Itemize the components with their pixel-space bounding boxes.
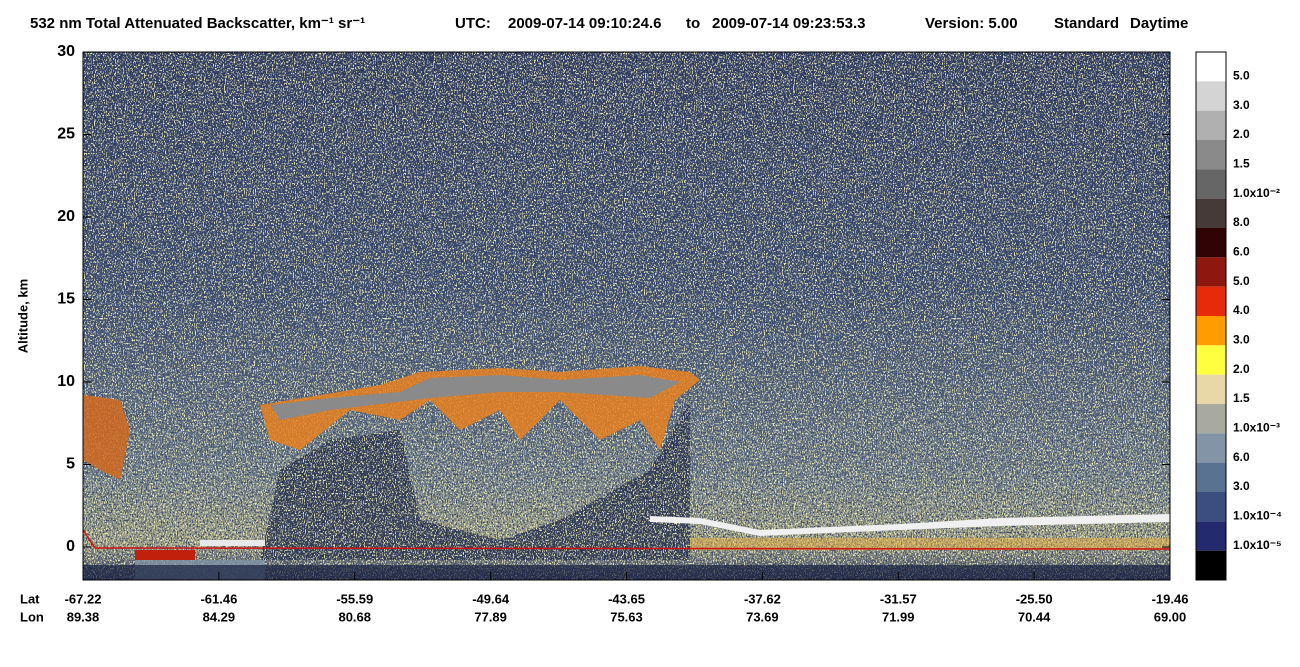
colorbar-swatch — [1196, 257, 1226, 287]
colorbar-swatch — [1196, 374, 1226, 404]
colorbar-label: 1.0x10⁻⁵ — [1233, 538, 1282, 552]
colorbar-label: 1.0x10⁻⁴ — [1233, 509, 1282, 523]
colorbar-swatch — [1196, 286, 1226, 316]
colorbar-label: 1.5 — [1233, 157, 1250, 171]
colorbar-swatch — [1196, 169, 1226, 199]
y-tick-label: 10 — [57, 373, 75, 390]
y-tick-label: 15 — [57, 291, 75, 308]
x-tick-label: -25.50 — [1016, 591, 1053, 606]
y-tick-label: 30 — [57, 43, 75, 60]
x-row-label: Lon — [20, 609, 44, 624]
colorbar-label: 3.0 — [1233, 333, 1250, 347]
x-tick-label: -31.57 — [880, 591, 917, 606]
colorbar-swatch — [1196, 345, 1226, 375]
product: Standard — [1054, 15, 1119, 32]
colorbar-swatch — [1196, 52, 1226, 82]
colorbar-swatch — [1196, 404, 1226, 434]
version: Version: 5.00 — [925, 15, 1018, 32]
x-tick-label: -49.64 — [472, 591, 510, 606]
x-tick-label: -19.46 — [1152, 591, 1189, 606]
y-tick-label: 0 — [66, 538, 75, 555]
x-tick-label: 70.44 — [1018, 609, 1051, 624]
x-tick-label: -67.22 — [65, 591, 102, 606]
x-tick-label: 89.38 — [67, 609, 100, 624]
colorbar-swatch — [1196, 228, 1226, 258]
colorbar-label: 4.0 — [1233, 303, 1250, 317]
colorbar-swatch — [1196, 140, 1226, 170]
colorbar-swatch — [1196, 492, 1226, 522]
utc-label: UTC: — [455, 15, 491, 32]
colorbar-label: 3.0 — [1233, 98, 1250, 112]
start-time: 2009-07-14 09:10:24.6 — [508, 15, 661, 32]
x-tick-label: 75.63 — [610, 609, 643, 624]
x-tick-label: -55.59 — [336, 591, 373, 606]
y-tick-label: 20 — [57, 208, 75, 225]
x-tick-label: -37.62 — [744, 591, 781, 606]
colorbar-swatch — [1196, 198, 1226, 228]
y-axis-label: Altitude, km — [15, 279, 30, 353]
y-tick-label: 5 — [66, 456, 75, 473]
x-tick-label: 77.89 — [474, 609, 507, 624]
colorbar-label: 5.0 — [1233, 69, 1250, 83]
illumination: Daytime — [1130, 15, 1188, 32]
colorbar-swatch — [1196, 81, 1226, 111]
to-label: to — [686, 15, 700, 32]
x-tick-label: 80.68 — [338, 609, 371, 624]
end-time: 2009-07-14 09:23:53.3 — [712, 15, 865, 32]
colorbar-label: 1.0x10⁻³ — [1233, 421, 1280, 435]
colorbar-label: 3.0 — [1233, 479, 1250, 493]
x-tick-label: 84.29 — [203, 609, 236, 624]
chart-title: 532 nm Total Attenuated Backscatter, km⁻… — [30, 15, 365, 32]
colorbar-label: 5.0 — [1233, 274, 1250, 288]
colorbar-label: 6.0 — [1233, 245, 1250, 259]
x-tick-label: -61.46 — [200, 591, 237, 606]
colorbar-swatch — [1196, 316, 1226, 346]
colorbar-label: 8.0 — [1233, 215, 1250, 229]
x-row-label: Lat — [20, 591, 40, 606]
colorbar-swatch — [1196, 521, 1226, 551]
colorbar-label: 2.0 — [1233, 362, 1250, 376]
colorbar-label: 6.0 — [1233, 450, 1250, 464]
x-tick-label: 69.00 — [1154, 609, 1187, 624]
y-tick-label: 25 — [57, 126, 75, 143]
colorbar-label: 1.0x10⁻² — [1233, 186, 1280, 200]
colorbar-swatch — [1196, 462, 1226, 492]
colorbar-frame — [1195, 51, 1227, 581]
colorbar-swatch — [1196, 110, 1226, 140]
colorbar-label: 2.0 — [1233, 127, 1250, 141]
colorbar-label: 1.5 — [1233, 391, 1250, 405]
colorbar-swatch — [1196, 550, 1226, 580]
backscatter-image — [83, 52, 1170, 580]
colorbar-swatch — [1196, 433, 1226, 463]
x-tick-label: -43.65 — [608, 591, 645, 606]
x-tick-label: 73.69 — [746, 609, 779, 624]
x-tick-label: 71.99 — [882, 609, 915, 624]
